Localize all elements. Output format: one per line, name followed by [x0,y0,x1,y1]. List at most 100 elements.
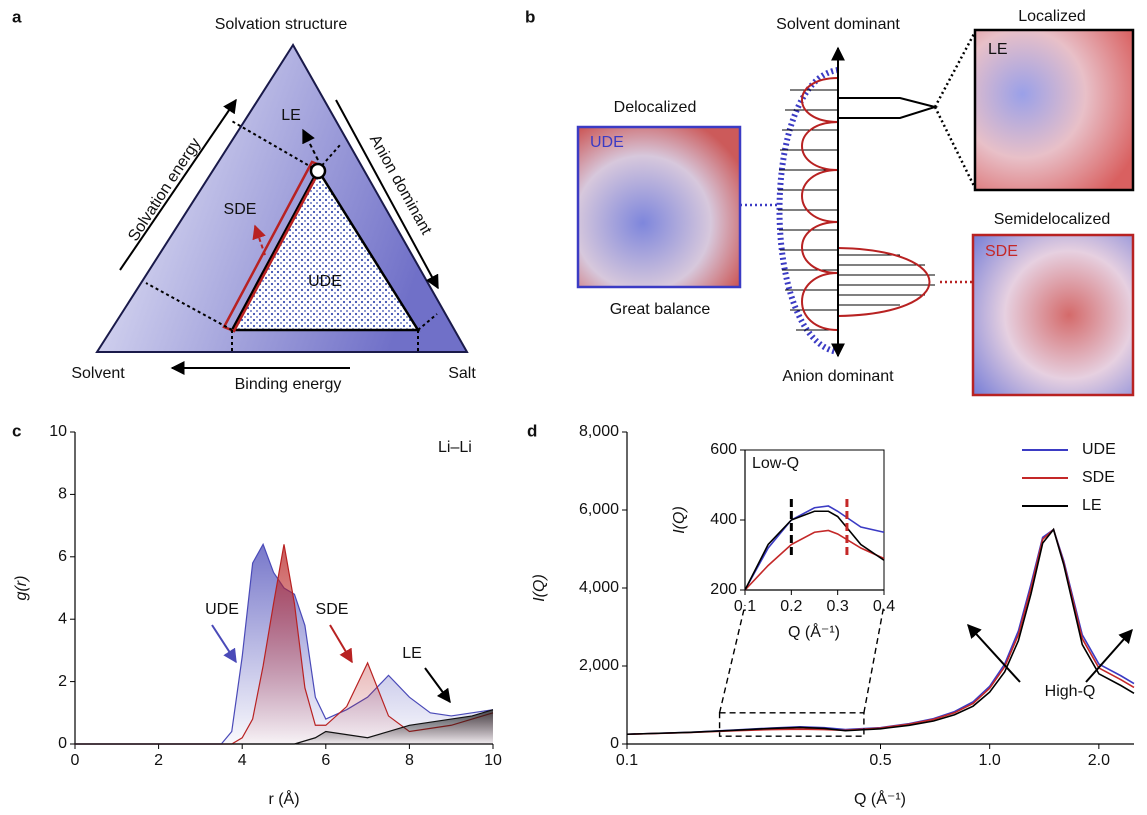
annotation: LE [402,645,422,662]
arrow [424,667,451,704]
y-tick-label: 0 [610,735,619,752]
y-tick-label: 400 [710,511,737,528]
x-axis-label: Q (Å⁻¹) [788,622,840,641]
zoom-lines [718,604,885,713]
panel-label: b [525,7,535,26]
x-tick-label: 0.4 [873,598,895,615]
y-axis-label: g(r) [13,576,30,601]
annotation: SDE [316,601,349,618]
line [626,527,1135,736]
arrow [329,624,353,664]
le-peak [838,97,939,119]
arrow [252,224,266,256]
annotation: UDE [205,601,239,618]
y-tick-label: 6 [58,548,67,565]
legend-label: UDE [1082,441,1116,458]
line [75,709,494,745]
y-tick-label: 8 [58,486,67,503]
box-tag: LE [988,41,1008,58]
line [744,529,885,591]
corner-label: Solvent [71,365,125,382]
box-heading: Semidelocalized [994,211,1111,228]
x-tick-label: 0 [71,752,80,769]
x-axis-label: Q (Å⁻¹) [854,789,906,808]
y-tick-label: 2,000 [579,657,619,674]
hatch [778,89,935,331]
legend-label: LE [1082,497,1102,514]
annotation: Li–Li [438,439,472,456]
edge-label: Binding energy [235,376,342,393]
arrow [335,99,439,290]
x-tick-label: 0.1 [616,752,638,769]
title: Solvation structure [215,16,348,33]
arrow [119,98,237,271]
x-tick-label: 10 [484,752,502,769]
inner-triangle [229,167,421,332]
panel-label: c [12,421,21,440]
x-tick-label: 2.0 [1088,752,1110,769]
panel-label: a [12,7,22,26]
guide-lines [145,119,438,352]
inset-region [718,712,865,737]
x-tick-label: 6 [321,752,330,769]
sde-lobe [837,247,931,317]
y-tick-label: 0 [58,735,67,752]
ude-snapshot [576,125,742,289]
arrow [211,624,237,664]
plot-frame [744,449,885,591]
chart: I(Q) Q (Å⁻¹) 0.1 0.2 0.3 0.4 200 400 600 [671,441,895,641]
lobes [801,77,839,331]
x-tick-label: 8 [405,752,414,769]
panel-a: a Solvation structure Solvation energy A… [12,7,476,393]
chart: c g(r) r (Å) 0 2 4 6 8 10 0 2 4 6 8 10 [12,421,502,808]
annotation: High-Q [1045,683,1096,700]
panel-b: b Solvent dominant Anion dominant Deloca… [525,7,1135,397]
y-tick-label: 10 [49,423,67,440]
arrow [967,623,1021,683]
y-tick-label: 8,000 [579,423,619,440]
corner-label: Salt [448,365,476,382]
line [744,510,885,591]
box-heading: Delocalized [614,99,697,116]
line [744,505,885,591]
axis-label: Anion dominant [782,368,894,385]
line [75,542,494,745]
label: LE [281,107,301,124]
x-tick-label: 0.2 [780,598,802,615]
x-tick-label: 0.1 [734,598,756,615]
arrow [302,128,319,161]
y-tick-label: 4 [58,610,67,627]
box-heading: Localized [1018,8,1086,25]
axis-label: Solvent dominant [776,16,900,33]
box-tag: UDE [590,134,624,151]
y-tick-label: 6,000 [579,501,619,518]
connector [933,31,977,189]
box-caption: Great balance [610,301,711,318]
panel-label: d [527,421,537,440]
x-tick-label: 1.0 [979,752,1001,769]
y-axis-label: I(Q) [671,506,688,534]
x-axis-label: r (Å) [268,789,299,808]
x-tick-label: 0.5 [869,752,891,769]
sde-snapshot [971,233,1135,397]
annotation: Low-Q [752,455,799,472]
y-tick-label: 2 [58,673,67,690]
area-fill [75,709,493,744]
x-tick-label: 2 [154,752,163,769]
y-tick-label: 600 [710,441,737,458]
area-fill [75,544,493,744]
y-tick-label: 200 [710,581,737,598]
box-tag: SDE [985,243,1018,260]
arrow [1085,628,1133,683]
state-dot [309,162,327,180]
chart: d I(Q) Q (Å⁻¹) 0.1 0.5 1.0 2.0 0 2,000 4,000 6,000… [527,421,1135,808]
x-tick-label: 0.3 [827,598,849,615]
y-tick-label: 4,000 [579,579,619,596]
label: SDE [224,201,257,218]
label: UDE [308,273,342,290]
y-axis-label: I(Q) [531,574,548,602]
x-tick-label: 4 [238,752,247,769]
legend-label: SDE [1082,469,1115,486]
le-snapshot [973,28,1135,192]
